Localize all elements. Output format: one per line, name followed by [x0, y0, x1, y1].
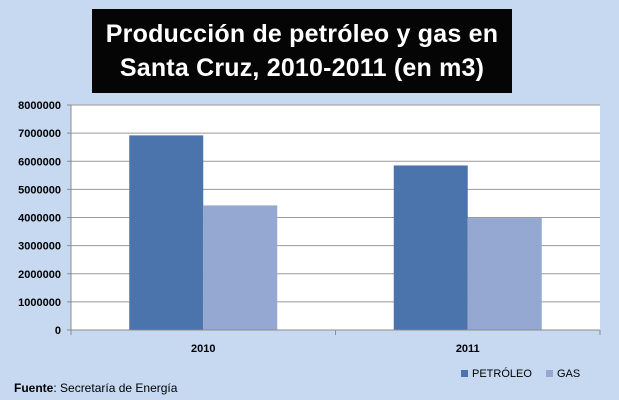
legend-label: GAS	[557, 368, 580, 380]
bar-gas-2011	[467, 218, 542, 330]
y-tick-label: 0	[55, 325, 61, 337]
y-tick-label: 6000000	[18, 156, 61, 168]
x-axis: 2010 2011	[70, 329, 601, 355]
source-note: Fuente: Secretaría de Energía	[14, 381, 177, 395]
y-tick-label: 5000000	[18, 184, 61, 196]
y-tick-label: 3000000	[18, 241, 61, 253]
legend: PETRÓLEO GAS	[461, 367, 580, 380]
source-text: : Secretaría de Energía	[53, 381, 178, 395]
y-tick-label: 1000000	[18, 297, 61, 309]
bar-petróleo-2011	[393, 165, 468, 330]
chart-title-line-2: Santa Cruz, 2010-2011 (en m3)	[119, 54, 485, 82]
chart-title-line-1: Producción de petróleo y gas en	[105, 20, 499, 48]
y-tick-label: 8000000	[18, 100, 61, 112]
bars	[129, 135, 542, 330]
y-tick-label: 2000000	[18, 269, 61, 281]
bar-petróleo-2010	[129, 135, 204, 330]
legend-swatch-petróleo	[461, 370, 468, 377]
x-tick-label: 2010	[191, 343, 215, 355]
y-tick-label: 7000000	[18, 128, 61, 140]
y-axis-ticks: 0 1000000 2000000 3000000 4000000 5000000 6000…	[18, 100, 61, 337]
x-tick-label: 2011	[456, 343, 480, 355]
y-tick-label: 4000000	[18, 213, 61, 225]
legend-label: PETRÓLEO	[472, 367, 532, 380]
chart-title: Producción de petróleo y gas en Santa Cr…	[92, 9, 512, 93]
legend-swatch-gas	[546, 370, 553, 377]
source-label: Fuente	[14, 381, 54, 395]
bar-gas-2010	[203, 205, 278, 330]
